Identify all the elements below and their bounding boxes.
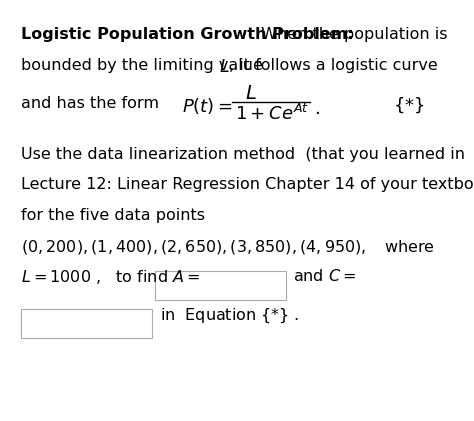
- Text: Use the data linearization method  (that you learned in: Use the data linearization method (that …: [21, 147, 465, 162]
- Text: $.$: $.$: [314, 100, 320, 118]
- Text: When the population is: When the population is: [256, 27, 447, 43]
- Text: and $C =$: and $C =$: [293, 268, 356, 284]
- FancyBboxPatch shape: [21, 309, 152, 338]
- Text: Lecture 12: Linear Regression Chapter 14 of your textbook ): Lecture 12: Linear Regression Chapter 14…: [21, 177, 474, 192]
- Text: , it follows a logistic curve: , it follows a logistic curve: [229, 58, 438, 73]
- Text: for the five data points: for the five data points: [21, 208, 205, 223]
- Text: $P(t) =$: $P(t) =$: [182, 96, 233, 116]
- Text: $1 + Ce^{At}$: $1 + Ce^{At}$: [235, 104, 309, 125]
- Text: bounded by the limiting value: bounded by the limiting value: [21, 58, 268, 73]
- Text: $\{*\}$: $\{*\}$: [393, 96, 425, 115]
- FancyBboxPatch shape: [155, 271, 286, 300]
- Text: $L$: $L$: [219, 58, 229, 76]
- Text: $L = 1000$ ,   to find $A =$: $L = 1000$ , to find $A =$: [21, 268, 201, 286]
- Text: Logistic Population Growth Problem:: Logistic Population Growth Problem:: [21, 27, 354, 43]
- Text: and has the form: and has the form: [21, 96, 159, 111]
- Text: $L$: $L$: [246, 84, 257, 103]
- Text: $(0, 200), (1, 400), (2, 650), (3, 850), (4, 950),$   where: $(0, 200), (1, 400), (2, 650), (3, 850),…: [21, 238, 435, 256]
- Text: in  Equation $\{*\}$ .: in Equation $\{*\}$ .: [160, 306, 299, 325]
